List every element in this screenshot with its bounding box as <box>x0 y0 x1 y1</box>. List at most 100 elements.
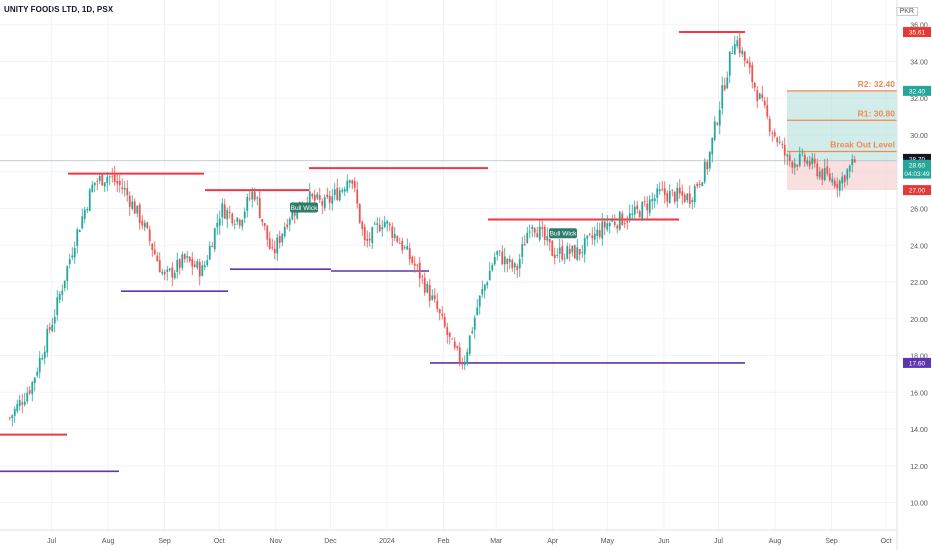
candle-body <box>826 166 829 174</box>
price-badge <box>903 357 931 368</box>
candle-body <box>16 404 19 412</box>
candle-body <box>496 251 499 255</box>
candle-body <box>563 258 566 260</box>
candle-body <box>641 201 644 220</box>
candle-body <box>226 210 229 220</box>
y-tick-label: 24.00 <box>910 243 928 250</box>
candle-body <box>448 332 451 337</box>
y-tick-label: 34.00 <box>910 59 928 66</box>
candle-body <box>373 223 376 225</box>
candle-body <box>588 234 591 235</box>
price-badge-text: 35.61 <box>909 30 926 37</box>
candle-body <box>693 186 696 203</box>
candle-body <box>771 132 774 134</box>
candle-body <box>408 248 411 260</box>
candle-body <box>593 233 596 240</box>
candle-body <box>733 44 736 55</box>
candle-body <box>738 37 741 54</box>
candle-body <box>356 189 359 204</box>
candle-body <box>636 205 639 210</box>
wick-badge <box>549 228 577 239</box>
candle-body <box>678 187 681 194</box>
candle-body <box>461 364 464 366</box>
candle-body <box>101 173 104 186</box>
candle-body <box>796 164 799 167</box>
candle-body <box>791 161 794 168</box>
currency-badge[interactable]: PKR <box>895 7 918 16</box>
candle-body <box>453 341 456 348</box>
candle-body <box>351 180 354 184</box>
candle-body <box>426 283 429 293</box>
candle-body <box>648 199 651 214</box>
candle-body <box>668 190 671 204</box>
candle-body <box>413 263 416 266</box>
candle-body <box>43 351 46 359</box>
candle-body <box>201 265 204 276</box>
candle-body <box>181 254 184 268</box>
candle-body <box>268 238 271 249</box>
candle-body <box>621 213 624 226</box>
candle-body <box>83 209 86 219</box>
candle-body <box>568 248 571 254</box>
candle-body <box>548 238 551 243</box>
candle-body <box>88 189 91 212</box>
candle-body <box>256 197 259 199</box>
candle-body <box>651 198 654 202</box>
candle-body <box>831 178 834 183</box>
candle-body <box>326 194 329 198</box>
candle-body <box>118 180 121 186</box>
candle-body <box>436 300 439 310</box>
candle-body <box>476 307 479 315</box>
candle-body <box>801 152 804 154</box>
chart-title: UNITY FOODS LTD, 1D, PSX <box>4 5 114 14</box>
candle-body <box>236 217 239 222</box>
price-badge <box>903 27 931 38</box>
candle-body <box>411 256 414 264</box>
candle-body <box>741 50 744 55</box>
candle-body <box>571 245 574 253</box>
candle-body <box>466 351 469 364</box>
candle-body <box>663 188 666 196</box>
candle-body <box>811 157 814 164</box>
candle-body <box>498 250 501 252</box>
candle-body <box>218 218 221 226</box>
candle-body <box>206 260 209 266</box>
candle-body <box>68 259 71 265</box>
candle-body <box>721 85 724 109</box>
candle-body <box>8 417 11 419</box>
candle-body <box>483 284 486 291</box>
candle-body <box>583 238 586 255</box>
candle-body <box>628 213 631 221</box>
candle-body <box>161 271 164 274</box>
candle-body <box>336 187 339 200</box>
candle-body <box>113 173 116 183</box>
x-tick-label: Aug <box>769 538 782 545</box>
candle-body <box>431 295 434 300</box>
candle-body <box>598 230 601 237</box>
candle-body <box>56 297 59 315</box>
candle-body <box>33 377 36 384</box>
candle-body <box>221 203 224 218</box>
candle-body <box>823 168 826 180</box>
candle-body <box>643 201 646 202</box>
candle-body <box>613 221 616 225</box>
candle-body <box>111 176 114 178</box>
candle-body <box>846 169 849 180</box>
candle-body <box>521 244 524 257</box>
candle-body <box>773 132 776 136</box>
candle-body <box>446 327 449 335</box>
candle-body <box>61 290 64 295</box>
candle-body <box>853 159 856 163</box>
candle-body <box>108 176 111 178</box>
candle-body <box>116 180 119 184</box>
candle-body <box>216 222 219 228</box>
candle-body <box>673 191 676 203</box>
price-badge <box>903 159 931 170</box>
candle-body <box>348 180 351 183</box>
y-tick-label: 10.00 <box>910 501 928 508</box>
candle-body <box>243 211 246 219</box>
candle-body <box>38 357 41 373</box>
candle-body <box>428 285 431 301</box>
candle-body <box>763 100 766 106</box>
